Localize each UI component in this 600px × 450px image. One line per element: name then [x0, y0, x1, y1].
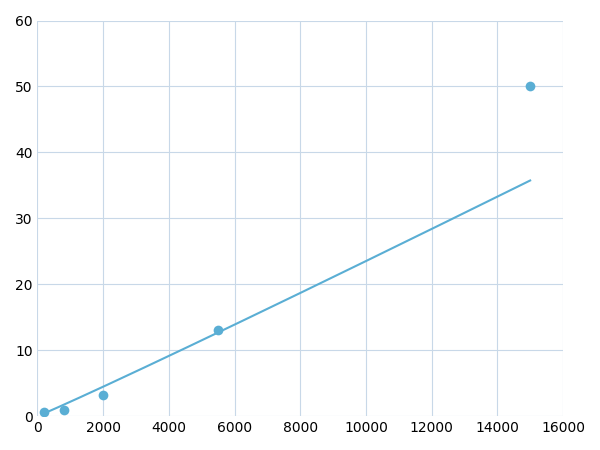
Point	[526, 83, 535, 90]
Point	[214, 327, 223, 334]
Point	[39, 408, 49, 415]
Point	[98, 392, 108, 399]
Point	[59, 406, 68, 413]
